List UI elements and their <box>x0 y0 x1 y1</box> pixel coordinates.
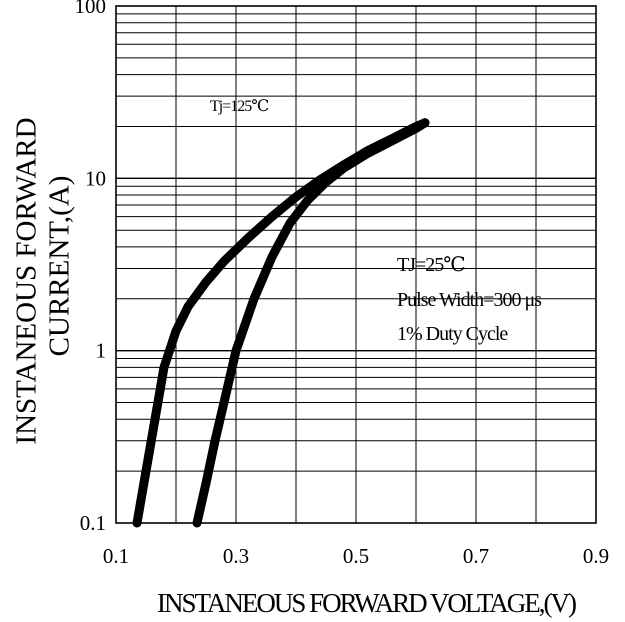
x-tick-label: 0.5 <box>343 544 369 568</box>
x-tick-label: 0.9 <box>583 544 609 568</box>
annotation-tj125: Tj=125℃ <box>210 98 268 115</box>
x-tick-label: 0.3 <box>223 544 249 568</box>
y-axis-title-line2: CURRENT,(A) <box>44 176 76 357</box>
y-tick-label: 10 <box>85 166 106 190</box>
x-tick-label: 0.1 <box>103 544 129 568</box>
annotation-tj25: TJ=25℃ <box>397 254 465 276</box>
annotation-duty-cycle: 1% Duty Cycle <box>397 323 508 345</box>
y-axis-title-line1: INSTANEOUS FORWARD <box>11 117 43 444</box>
series-line-tj125 <box>132 118 430 528</box>
x-axis-title: INSTANEOUS FORWARD VOLTAGE,(V) <box>157 588 576 618</box>
annotation-pulse-width: Pulse Width=300 μs <box>397 289 542 311</box>
y-tick-label: 100 <box>75 0 107 18</box>
plot-frame <box>115 5 597 524</box>
series-line-tj25 <box>192 118 430 528</box>
tick-labels: 0.1 0.3 0.5 0.7 0.9 0.1 1 10 100 <box>75 0 610 568</box>
curves <box>132 118 430 528</box>
y-tick-label: 1 <box>96 339 107 363</box>
x-tick-label: 0.7 <box>463 544 489 568</box>
y-tick-label: 0.1 <box>80 511 106 535</box>
grid <box>116 6 596 523</box>
